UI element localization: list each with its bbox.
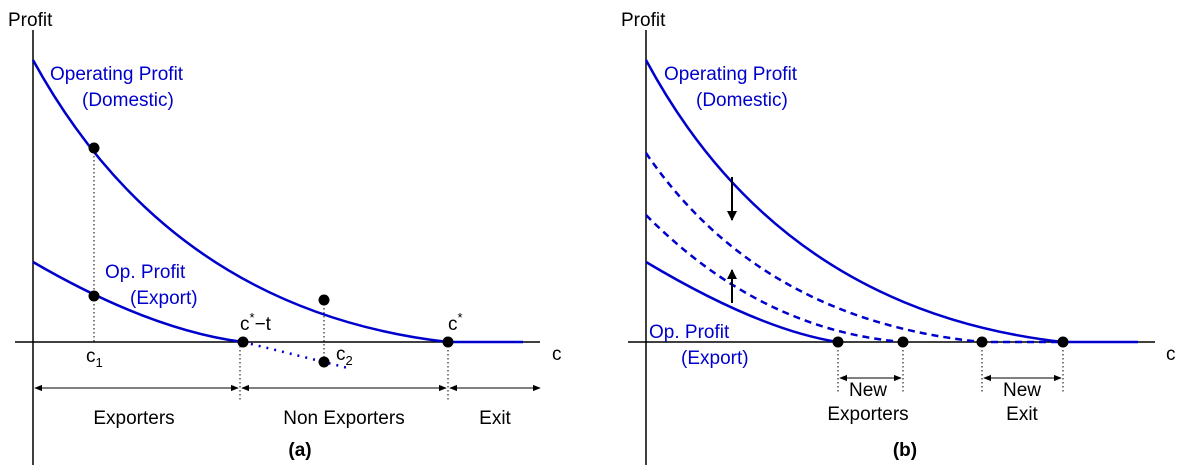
c-star-minus-t: c*−t — [240, 310, 272, 335]
caption: (a) — [288, 440, 311, 461]
region-label: Exit — [479, 408, 511, 429]
region-label: Non Exporters — [283, 408, 404, 429]
new-exit-label: Exit — [1006, 404, 1038, 425]
panel-b: Profit c Operating Profit (Domestic) Op.… — [621, 10, 1176, 465]
x-label: c — [552, 344, 562, 365]
export-curve — [32, 260, 244, 344]
export-label: (Export) — [681, 348, 749, 369]
export-label: (Export) — [130, 288, 198, 309]
region-label: Exporters — [93, 408, 174, 429]
y-label: Profit — [621, 10, 666, 31]
new-exporters-label: Exporters — [827, 404, 908, 425]
shifted-domestic-curve — [644, 152, 1063, 344]
domestic-curve — [644, 59, 1138, 344]
shifted-export-curve — [645, 214, 904, 344]
domestic-label: (Domestic) — [696, 90, 788, 111]
c1: c1 — [86, 346, 103, 370]
panel-a: Profit c Operating Profit (Domestic) Op.… — [8, 10, 562, 465]
points — [832, 336, 1069, 348]
x-label: c — [1166, 344, 1176, 365]
new-exporters-label: New — [849, 380, 887, 401]
c-star: c* — [448, 310, 463, 335]
export-curve — [645, 260, 839, 344]
c2: c2 — [336, 344, 353, 368]
y-label: Profit — [8, 10, 53, 31]
export-label: Op. Profit — [649, 322, 730, 343]
caption: (b) — [893, 440, 917, 461]
new-exit-label: New — [1003, 380, 1041, 401]
domestic-curve — [31, 59, 523, 344]
domestic-label: (Domestic) — [82, 90, 174, 111]
domestic-label: Operating Profit — [664, 64, 798, 85]
domestic-label: Operating Profit — [50, 64, 184, 85]
points — [88, 142, 454, 368]
export-extension — [242, 340, 349, 370]
export-label: Op. Profit — [105, 262, 186, 283]
